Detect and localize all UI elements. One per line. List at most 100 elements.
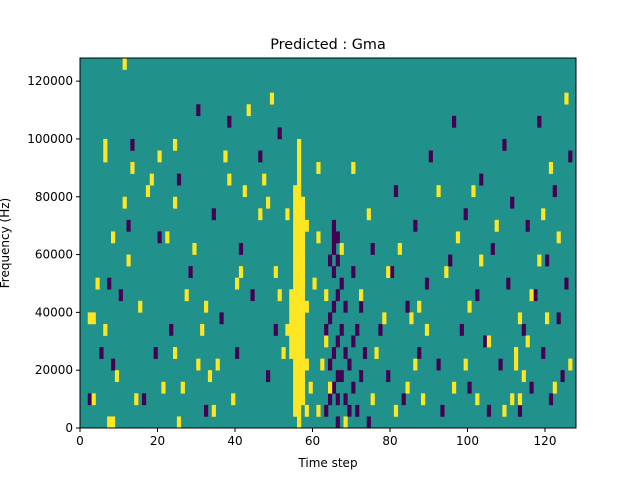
- heatmap-cell-high: [285, 208, 290, 221]
- heatmap-cell-high: [351, 162, 356, 174]
- heatmap-cell-low: [343, 300, 348, 313]
- heatmap-cell-high: [285, 323, 290, 336]
- heatmap-cell-low: [339, 277, 344, 290]
- heatmap-cell-high: [289, 347, 294, 359]
- heatmap-cell-high: [281, 347, 286, 359]
- heatmap-cell-high: [165, 231, 170, 244]
- y-tick-label: 80000: [35, 190, 73, 204]
- heatmap-cell-high: [366, 208, 371, 221]
- heatmap-cell-high: [87, 312, 92, 325]
- heatmap-cell-high: [382, 312, 387, 325]
- heatmap-cell-high: [227, 173, 232, 186]
- heatmap-cell-high: [258, 208, 263, 221]
- heatmap-cell-low: [362, 347, 368, 359]
- heatmap-cell-high: [494, 219, 499, 232]
- heatmap-cell-high: [300, 243, 306, 255]
- heatmap-cell-high: [514, 347, 519, 359]
- heatmap-cell-high: [289, 312, 294, 325]
- heatmap-cell-high: [300, 254, 306, 267]
- plot-frame: [79, 57, 577, 429]
- heatmap-cell-high: [343, 416, 348, 429]
- x-axis: 0 20 40 60 80 100 120: [76, 428, 556, 448]
- y-axis-label: Frequency (Hz): [0, 198, 12, 289]
- heatmap-cell-high: [297, 300, 302, 313]
- heatmap-cell-low: [510, 196, 515, 209]
- heatmap-cell-high: [289, 289, 294, 302]
- heatmap-cell-high: [103, 323, 108, 336]
- heatmap-cell-low: [424, 277, 430, 290]
- heatmap-cell-low: [328, 393, 333, 406]
- heatmap-cell-high: [180, 381, 185, 394]
- heatmap-cell-high: [393, 404, 399, 417]
- heatmap-cell-high: [479, 254, 484, 267]
- heatmap-cell-high: [266, 196, 271, 209]
- heatmap-cell-high: [293, 196, 298, 209]
- heatmap-cell-high: [300, 300, 306, 313]
- heatmap-cell-high: [289, 323, 294, 336]
- heatmap-cell-low: [448, 254, 453, 267]
- heatmap-cell-low: [521, 323, 526, 336]
- heatmap-cell-high: [235, 277, 240, 290]
- heatmap-cell-low: [328, 312, 333, 325]
- heatmap-cell-high: [510, 393, 515, 406]
- heatmap-cell-high: [246, 104, 251, 117]
- heatmap-cell-high: [173, 347, 178, 359]
- heatmap-cell-high: [293, 277, 298, 290]
- heatmap-cell-high: [297, 196, 302, 209]
- heatmap-cell-high: [545, 312, 550, 325]
- heatmap-cell-high: [463, 358, 468, 371]
- x-tick-label: 100: [456, 434, 479, 448]
- heatmap-cell-low: [176, 173, 182, 186]
- heatmap-cell-high: [293, 393, 298, 406]
- heatmap-cell-low: [479, 173, 484, 186]
- heatmap-cell-high: [293, 335, 298, 348]
- heatmap-cell-low: [359, 370, 364, 383]
- heatmap-cell-high: [304, 358, 309, 371]
- heatmap-cell-high: [297, 138, 302, 151]
- heatmap-cell-low: [335, 254, 340, 267]
- heatmap-cell-low: [331, 300, 337, 313]
- heatmap-cell-high: [293, 266, 298, 278]
- heatmap-cell-high: [300, 231, 306, 244]
- heatmap-cell-high: [300, 347, 306, 359]
- heatmap-cell-low: [111, 358, 116, 371]
- x-tick-label: 120: [534, 434, 557, 448]
- heatmap-cell-high: [173, 196, 178, 209]
- heatmap-cell-low: [204, 404, 209, 417]
- heatmap-cell-high: [374, 347, 379, 359]
- heatmap-cell-high: [293, 347, 298, 359]
- heatmap-cell-high: [300, 393, 306, 406]
- heatmap-cell-high: [157, 150, 162, 163]
- heatmap-cell-high: [541, 208, 546, 221]
- heatmap-cell-low: [126, 219, 131, 232]
- heatmap-cell-high: [297, 323, 302, 336]
- heatmap-cell-high: [324, 289, 329, 302]
- heatmap-cell-low: [331, 231, 337, 244]
- heatmap-cell-low: [355, 323, 360, 336]
- heatmap-cell-high: [300, 196, 306, 209]
- heatmap-cell-low: [250, 289, 255, 302]
- heatmap-cell-high: [293, 219, 298, 232]
- heatmap-cell-low: [328, 358, 333, 371]
- heatmap-cell-low: [386, 370, 391, 383]
- heatmap-cell-low: [568, 150, 573, 163]
- x-tick-label: 0: [76, 434, 84, 448]
- heatmap-cell-high: [300, 323, 306, 336]
- heatmap-cell-low: [169, 323, 174, 336]
- heatmap-cell-high: [138, 300, 143, 313]
- heatmap-cell-high: [297, 289, 302, 302]
- heatmap-cell-low: [347, 404, 352, 417]
- heatmap-cell-low: [351, 381, 356, 394]
- heatmap-cell-low: [537, 115, 542, 128]
- heatmap-cell-low: [153, 347, 158, 359]
- heatmap-cell-high: [421, 393, 426, 406]
- heatmap-cell-low: [533, 289, 538, 302]
- heatmap-cell-high: [308, 381, 313, 394]
- heatmap-cell-low: [258, 150, 263, 163]
- heatmap-cell-high: [517, 393, 523, 406]
- heatmap-cell-high: [215, 358, 220, 371]
- heatmap-cell-high: [297, 208, 302, 221]
- heatmap-cell-low: [545, 254, 550, 267]
- heatmap-cell-high: [293, 300, 298, 313]
- heatmap-cell-low: [347, 358, 352, 371]
